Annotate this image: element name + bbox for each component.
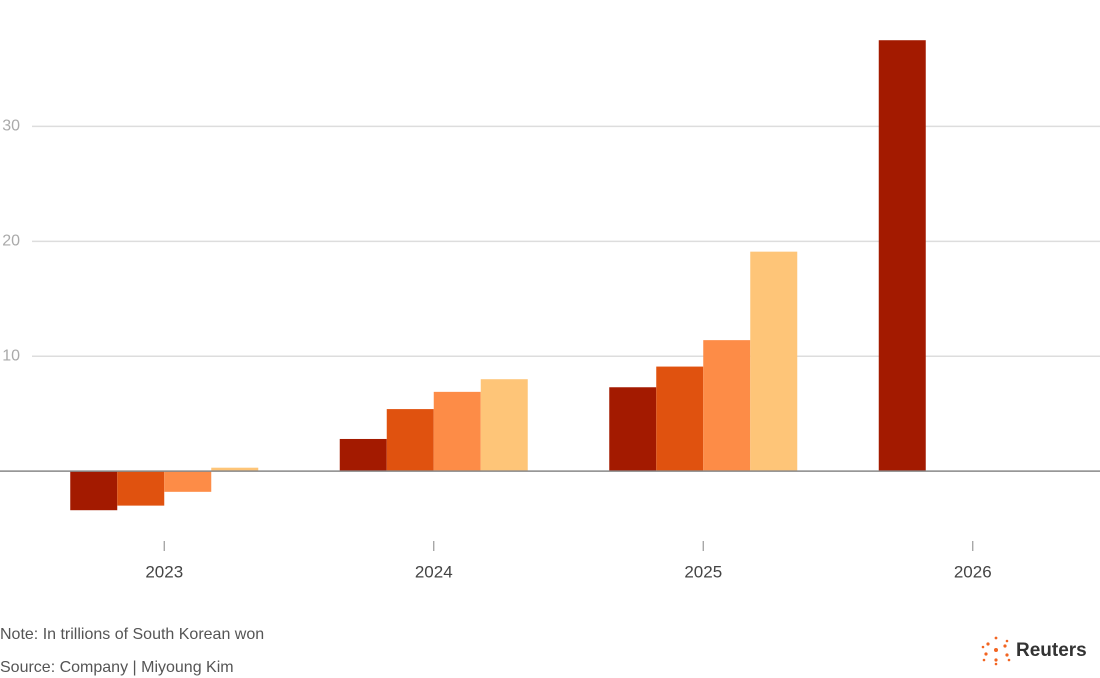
bar: [70, 471, 118, 511]
y-tick-label: 20: [2, 233, 20, 250]
bar: [433, 391, 481, 472]
bar: [164, 471, 212, 492]
y-tick-label: 30: [2, 118, 20, 135]
x-tick-label: 2025: [684, 562, 722, 581]
x-tick-label: 2023: [145, 562, 183, 581]
bar: [703, 340, 751, 472]
bar: [609, 387, 657, 472]
bar: [386, 409, 434, 472]
x-tick-label: 2024: [415, 562, 453, 581]
bar: [211, 467, 259, 472]
bar: [117, 471, 165, 506]
bar: [878, 40, 926, 472]
bar: [750, 251, 798, 472]
logo-text: Reuters: [1016, 640, 1087, 661]
source: Source: Company | Miyoung Kim: [0, 659, 234, 676]
x-tick-label: 2026: [954, 562, 992, 581]
bar: [480, 379, 528, 472]
logo-icon: [981, 636, 1011, 666]
note: Note: In trillions of South Korean won: [0, 626, 264, 643]
y-tick-label: 10: [2, 347, 20, 364]
bar: [656, 366, 704, 472]
bar: [339, 438, 387, 472]
